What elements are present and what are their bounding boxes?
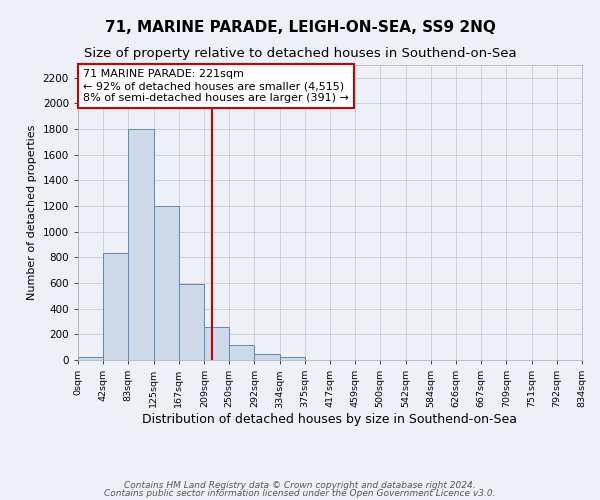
Text: Size of property relative to detached houses in Southend-on-Sea: Size of property relative to detached ho…: [83, 48, 517, 60]
Bar: [103, 253, 128, 360]
Text: Contains public sector information licensed under the Open Government Licence v3: Contains public sector information licen…: [104, 489, 496, 498]
Bar: [78, 357, 103, 360]
Bar: [254, 354, 280, 360]
Text: 71 MARINE PARADE: 221sqm
← 92% of detached houses are smaller (4,515)
8% of semi: 71 MARINE PARADE: 221sqm ← 92% of detach…: [83, 70, 349, 102]
Bar: [229, 344, 254, 360]
Bar: [179, 284, 205, 360]
Text: 71, MARINE PARADE, LEIGH-ON-SEA, SS9 2NQ: 71, MARINE PARADE, LEIGH-ON-SEA, SS9 2NQ: [104, 20, 496, 35]
Bar: [154, 206, 179, 360]
Text: Contains HM Land Registry data © Crown copyright and database right 2024.: Contains HM Land Registry data © Crown c…: [124, 480, 476, 490]
Bar: [280, 357, 305, 360]
Y-axis label: Number of detached properties: Number of detached properties: [27, 125, 37, 300]
Bar: [128, 129, 154, 360]
X-axis label: Distribution of detached houses by size in Southend-on-Sea: Distribution of detached houses by size …: [143, 413, 517, 426]
Bar: [205, 328, 229, 360]
